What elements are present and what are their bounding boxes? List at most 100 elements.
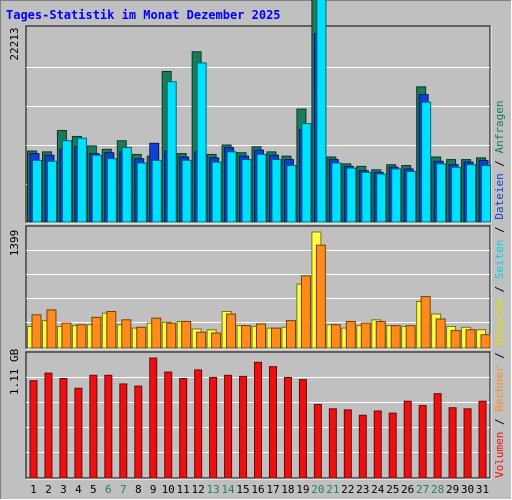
bar-rechner-day-18 (285, 320, 296, 349)
bar-volumen-day-27 (418, 405, 427, 479)
bar-rechner-day-6 (106, 311, 117, 349)
legend-part-9: / (493, 153, 506, 173)
bar-rechner-day-29 (450, 330, 461, 349)
bar-rechner-day-23 (360, 322, 371, 349)
bar-seiten-day-18 (286, 165, 297, 223)
y-max-label: 1399 (8, 230, 21, 257)
bar-seiten-day-20 (316, 0, 327, 223)
bar-seiten-day-17 (271, 159, 282, 223)
x-tick-label-4: 4 (75, 483, 82, 496)
legend-part-2: Rechner (493, 365, 506, 412)
y-max-label: 22213 (8, 27, 21, 60)
bar-volumen-day-11 (179, 378, 188, 479)
x-tick-label-22: 22 (341, 483, 354, 496)
bar-rechner-day-5 (91, 316, 102, 349)
x-tick-label-27: 27 (416, 483, 429, 496)
bar-rechner-day-16 (256, 323, 267, 349)
bar-volumen-day-8 (134, 385, 143, 479)
x-tick-label-23: 23 (356, 483, 369, 496)
bar-volumen-day-5 (89, 374, 98, 479)
x-tick-label-15: 15 (236, 483, 249, 496)
bar-seiten-day-27 (421, 101, 432, 223)
bar-rechner-day-24 (375, 320, 386, 349)
bar-seiten-day-7 (121, 147, 132, 223)
bar-volumen-day-1 (29, 380, 38, 479)
bar-seiten-day-24 (376, 173, 387, 223)
bar-seiten-day-16 (256, 153, 267, 223)
x-tick-label-1: 1 (30, 483, 37, 496)
bar-seiten-day-28 (436, 163, 447, 223)
bar-volumen-day-23 (358, 414, 367, 479)
bar-rechner-day-21 (330, 324, 341, 349)
bar-rechner-day-12 (196, 331, 207, 349)
bar-rechner-day-17 (270, 327, 281, 349)
x-tick-label-26: 26 (401, 483, 414, 496)
x-tick-label-30: 30 (461, 483, 474, 496)
bar-rechner-day-26 (405, 325, 416, 349)
bar-volumen-day-9 (149, 357, 158, 479)
bar-rechner-day-11 (181, 320, 192, 349)
x-tick-label-2: 2 (45, 483, 52, 496)
bar-seiten-day-3 (61, 140, 72, 223)
bar-rechner-day-25 (390, 325, 401, 349)
bar-seiten-day-14 (226, 151, 237, 223)
bar-seiten-day-15 (241, 159, 252, 223)
bar-seiten-day-23 (361, 171, 372, 223)
x-tick-label-10: 10 (162, 483, 175, 496)
bar-seiten-day-8 (136, 162, 147, 223)
bar-rechner-day-7 (121, 319, 132, 349)
x-tick-label-9: 9 (150, 483, 157, 496)
bar-volumen-day-2 (44, 372, 53, 479)
x-tick-label-20: 20 (311, 483, 324, 496)
bar-volumen-day-12 (194, 369, 203, 479)
x-tick-label-24: 24 (371, 483, 385, 496)
bar-seiten-day-1 (32, 159, 42, 223)
bar-seiten-day-2 (46, 160, 57, 223)
x-tick-label-21: 21 (326, 483, 339, 496)
bar-volumen-day-25 (388, 412, 397, 479)
x-tick-label-16: 16 (251, 483, 264, 496)
bar-rechner-day-30 (465, 329, 476, 349)
bar-volumen-day-18 (283, 376, 292, 479)
legend-part-10: Anfragen (493, 100, 506, 153)
bar-rechner-day-31 (480, 334, 491, 349)
x-tick-label-3: 3 (60, 483, 67, 496)
legend-part-4: Besuche (493, 299, 506, 345)
bar-volumen-day-15 (239, 375, 248, 479)
bar-seiten-day-12 (196, 62, 207, 223)
legend-part-5: / (493, 279, 506, 299)
legend-part-0: Volumen (493, 432, 506, 478)
legend-part-7: / (493, 220, 506, 240)
bar-seiten-day-31 (481, 165, 492, 223)
x-tick-label-29: 29 (446, 483, 459, 496)
bar-seiten-day-9 (151, 159, 162, 223)
bar-volumen-day-22 (343, 409, 352, 479)
bar-volumen-day-17 (268, 366, 277, 479)
bar-rechner-day-8 (136, 326, 147, 349)
bar-volumen-day-14 (224, 374, 233, 479)
x-tick-label-31: 31 (476, 483, 489, 496)
x-tick-label-11: 11 (177, 483, 190, 496)
bar-volumen-day-21 (328, 408, 337, 479)
bar-seiten-day-29 (451, 166, 462, 223)
bar-seiten-day-10 (166, 81, 177, 223)
bar-volumen-day-4 (74, 387, 83, 479)
x-tick-label-19: 19 (296, 483, 309, 496)
bar-seiten-day-21 (331, 162, 342, 223)
legend-part-1: / (493, 412, 506, 432)
bar-volumen-day-19 (298, 379, 307, 479)
bar-seiten-day-22 (346, 167, 357, 223)
bar-rechner-day-28 (435, 318, 446, 349)
bar-seiten-day-5 (91, 154, 102, 223)
bar-volumen-day-7 (119, 383, 128, 479)
x-tick-label-12: 12 (192, 483, 205, 496)
x-tick-label-7: 7 (120, 483, 127, 496)
legend-part-6: Seiten (493, 240, 506, 280)
bar-rechner-day-15 (241, 325, 252, 349)
bar-seiten-day-30 (466, 164, 477, 223)
chart-title: Tages-Statistik im Monat Dezember 2025 (6, 8, 281, 22)
x-tick-label-6: 6 (105, 483, 112, 496)
bar-rechner-day-14 (226, 313, 237, 349)
x-tick-label-8: 8 (135, 483, 142, 496)
